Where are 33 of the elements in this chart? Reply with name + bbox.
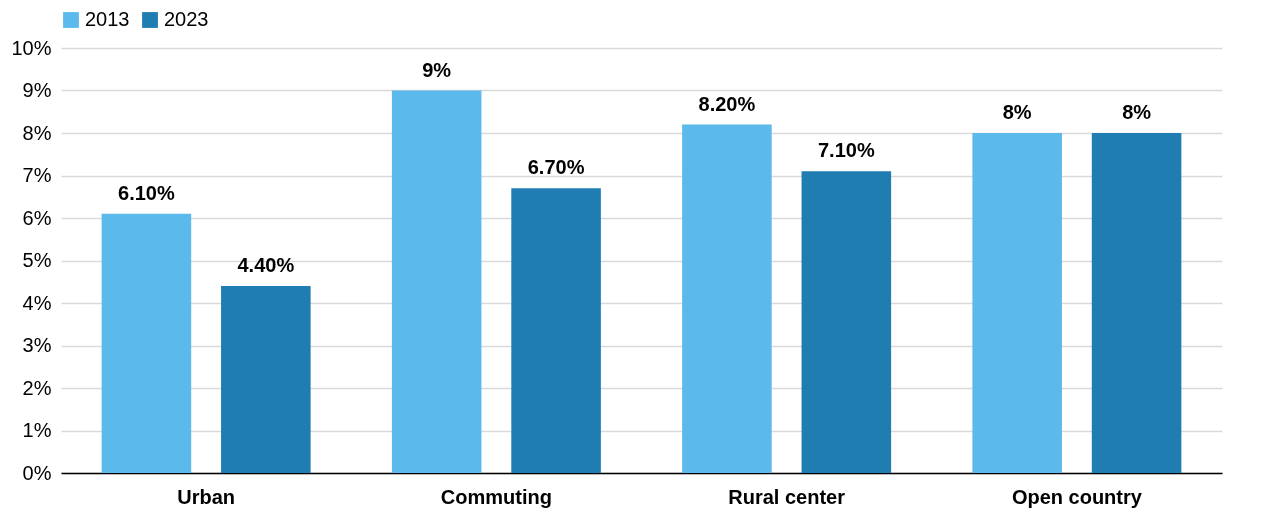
y-tick-label: 10% — [11, 36, 52, 59]
data-label: 8% — [1002, 101, 1032, 123]
data-label: 7.10% — [817, 139, 875, 162]
x-tick-label: Open country — [1011, 485, 1143, 508]
bar — [682, 124, 772, 473]
y-tick-label: 0% — [22, 461, 52, 484]
bar — [101, 213, 192, 473]
x-tick-label: Rural center — [728, 485, 846, 508]
y-tick-label: 4% — [22, 291, 52, 314]
bar — [1091, 133, 1182, 473]
y-tick-label: 5% — [22, 249, 52, 271]
y-tick-label: 7% — [22, 164, 52, 186]
bar — [511, 188, 601, 473]
y-tick-label: 2% — [22, 376, 52, 399]
data-label: 8.20% — [698, 92, 756, 115]
y-tick-label: 3% — [22, 334, 52, 356]
y-tick-label: 6% — [22, 206, 52, 229]
x-tick-label: Commuting — [440, 485, 552, 508]
legend-label: 2023 — [164, 8, 209, 30]
legend-label: 2013 — [85, 8, 130, 30]
y-tick-label: 9% — [22, 79, 52, 101]
bar — [801, 171, 892, 473]
data-label: 4.40% — [237, 254, 295, 276]
data-label: 6.10% — [118, 181, 175, 204]
data-label: 9% — [422, 58, 452, 81]
bar — [972, 133, 1062, 473]
data-label: 8% — [1122, 101, 1152, 123]
y-tick-label: 8% — [22, 121, 52, 144]
bar — [221, 286, 311, 473]
bar — [391, 90, 482, 473]
x-tick-label: Urban — [177, 485, 236, 508]
data-label: 6.70% — [527, 156, 585, 179]
y-tick-label: 1% — [22, 419, 52, 441]
